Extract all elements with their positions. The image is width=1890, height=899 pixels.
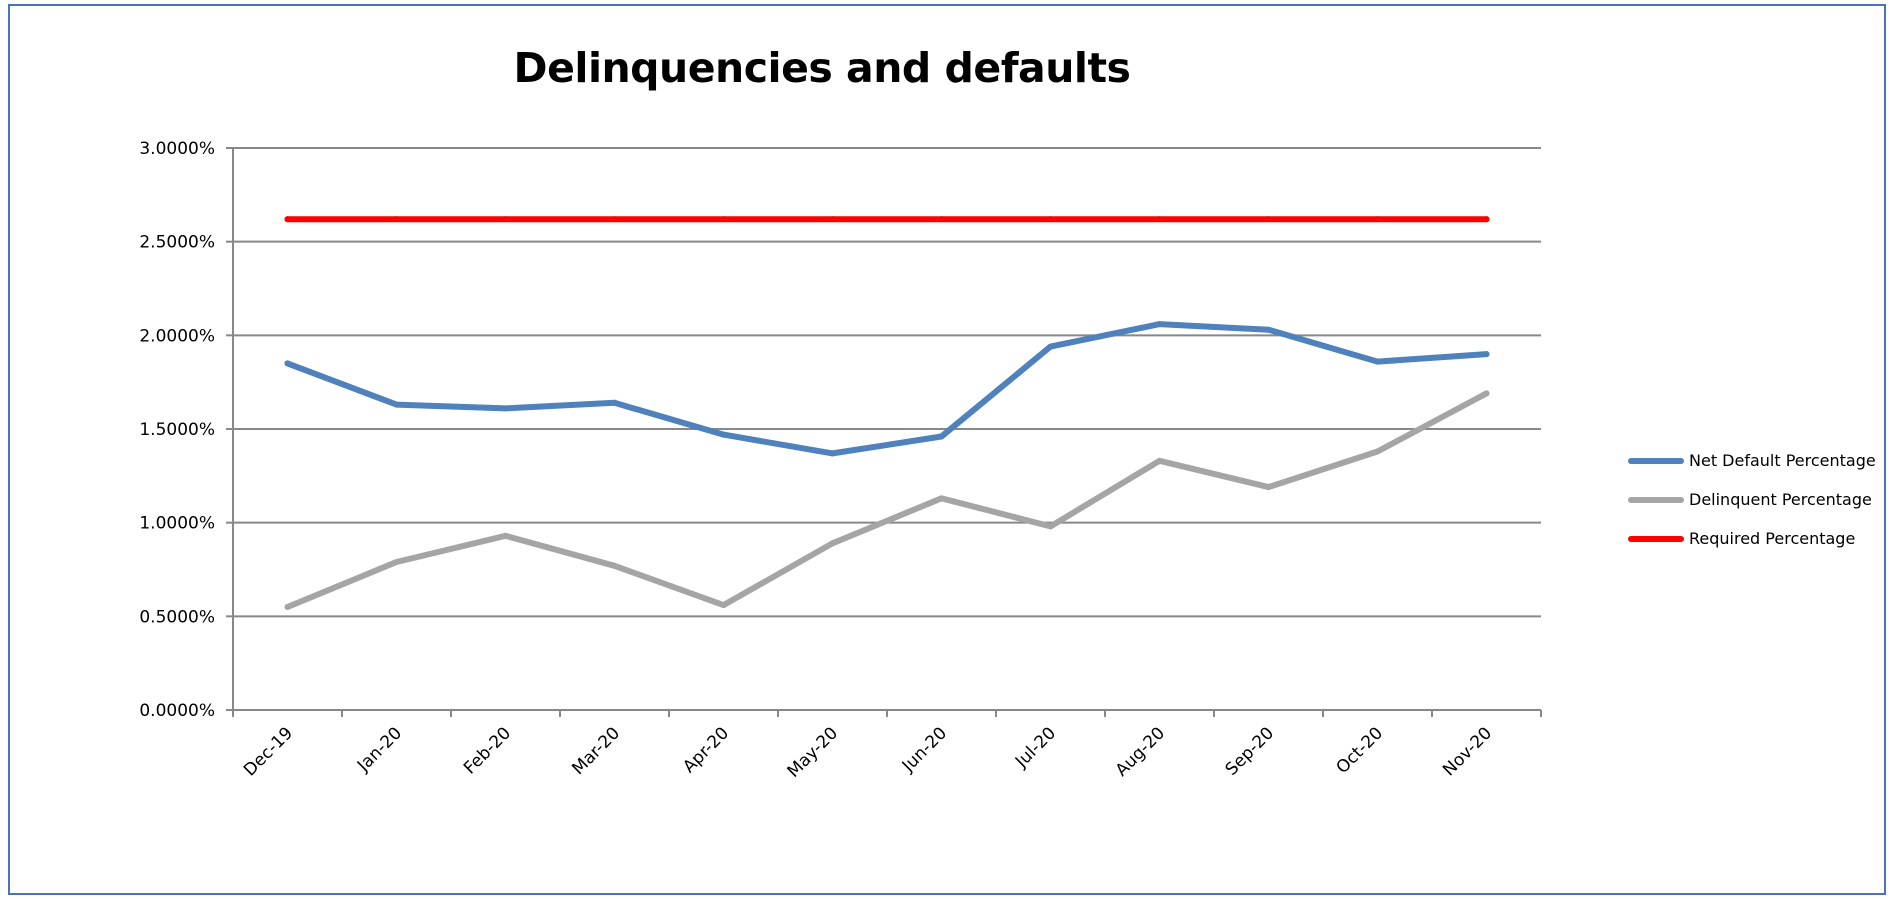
x-tick-label: Apr-20 bbox=[679, 723, 733, 777]
x-tick-label: Jul-20 bbox=[1011, 723, 1060, 772]
data-point bbox=[502, 532, 509, 539]
x-tick-label: Oct-20 bbox=[1332, 723, 1387, 778]
data-point bbox=[502, 216, 509, 223]
x-tick-label: Jan-20 bbox=[353, 723, 406, 776]
data-point bbox=[938, 433, 945, 440]
data-point bbox=[1265, 484, 1272, 491]
series-line-0 bbox=[284, 321, 1490, 457]
data-point bbox=[1047, 216, 1054, 223]
data-point bbox=[720, 431, 727, 438]
y-tick-label: 3.0000% bbox=[139, 139, 215, 159]
legend-swatch-delinquent bbox=[1628, 496, 1684, 503]
data-point bbox=[393, 216, 400, 223]
data-point bbox=[611, 562, 618, 569]
y-tick-label: 0.5000% bbox=[139, 607, 215, 627]
data-point bbox=[1483, 351, 1490, 358]
data-point bbox=[829, 216, 836, 223]
data-point bbox=[1047, 523, 1054, 530]
data-point bbox=[1265, 216, 1272, 223]
chart-title: Delinquencies and defaults bbox=[513, 44, 1131, 92]
data-point bbox=[1265, 326, 1272, 333]
x-tick-label: Nov-20 bbox=[1439, 723, 1496, 780]
legend-label-delinquent: Delinquent Percentage bbox=[1689, 490, 1872, 509]
x-tick-label: May-20 bbox=[784, 723, 842, 781]
y-tick-label: 2.5000% bbox=[139, 233, 215, 253]
x-tick-label: Aug-20 bbox=[1112, 723, 1169, 780]
x-tick-label: Feb-20 bbox=[460, 723, 515, 778]
data-point bbox=[829, 450, 836, 457]
legend-swatch-net-default bbox=[1628, 457, 1684, 464]
data-point bbox=[393, 401, 400, 408]
y-tick-label: 1.5000% bbox=[139, 420, 215, 440]
data-point bbox=[611, 399, 618, 406]
legend-item-net-default: Net Default Percentage bbox=[1628, 441, 1876, 480]
legend-swatch-required bbox=[1628, 535, 1684, 542]
data-point bbox=[1483, 216, 1490, 223]
legend: Net Default Percentage Delinquent Percen… bbox=[1628, 441, 1876, 558]
y-tick-label: 0.0000% bbox=[139, 701, 215, 721]
legend-item-delinquent: Delinquent Percentage bbox=[1628, 480, 1876, 519]
series-line-1 bbox=[284, 390, 1490, 610]
data-point bbox=[1156, 216, 1163, 223]
data-point bbox=[720, 216, 727, 223]
data-point bbox=[1156, 457, 1163, 464]
legend-label-net-default: Net Default Percentage bbox=[1689, 451, 1876, 470]
data-point bbox=[1374, 358, 1381, 365]
data-point bbox=[611, 216, 618, 223]
data-point bbox=[1483, 390, 1490, 397]
x-tick-label: Jun-20 bbox=[898, 723, 951, 776]
data-point bbox=[1374, 216, 1381, 223]
data-point bbox=[284, 360, 291, 367]
data-point bbox=[1374, 448, 1381, 455]
axes bbox=[226, 147, 1542, 717]
data-point bbox=[829, 540, 836, 547]
x-tick-label: Sep-20 bbox=[1222, 723, 1278, 779]
y-tick-label: 2.0000% bbox=[139, 326, 215, 346]
series-lines bbox=[284, 216, 1490, 610]
data-point bbox=[1047, 343, 1054, 350]
chart-area bbox=[8, 4, 1886, 895]
legend-label-required: Required Percentage bbox=[1689, 529, 1856, 548]
x-tick-labels: Dec-19 Jan-20 Feb-20 Mar-20 Apr-20 May-20 Jun-… bbox=[240, 723, 1496, 781]
legend-item-required: Required Percentage bbox=[1628, 519, 1876, 558]
data-point bbox=[502, 405, 509, 412]
data-point bbox=[720, 602, 727, 609]
data-point bbox=[284, 603, 291, 610]
data-point bbox=[393, 559, 400, 566]
data-point bbox=[938, 495, 945, 502]
x-tick-label: Mar-20 bbox=[568, 723, 624, 779]
data-point bbox=[284, 216, 291, 223]
data-point bbox=[1156, 321, 1163, 328]
y-tick-labels: 0.0000% 0.5000% 1.0000% 1.5000% 2.0000% 2.500… bbox=[139, 139, 215, 721]
data-point bbox=[938, 216, 945, 223]
y-tick-label: 1.0000% bbox=[139, 514, 215, 534]
x-tick-label: Dec-19 bbox=[240, 723, 297, 780]
